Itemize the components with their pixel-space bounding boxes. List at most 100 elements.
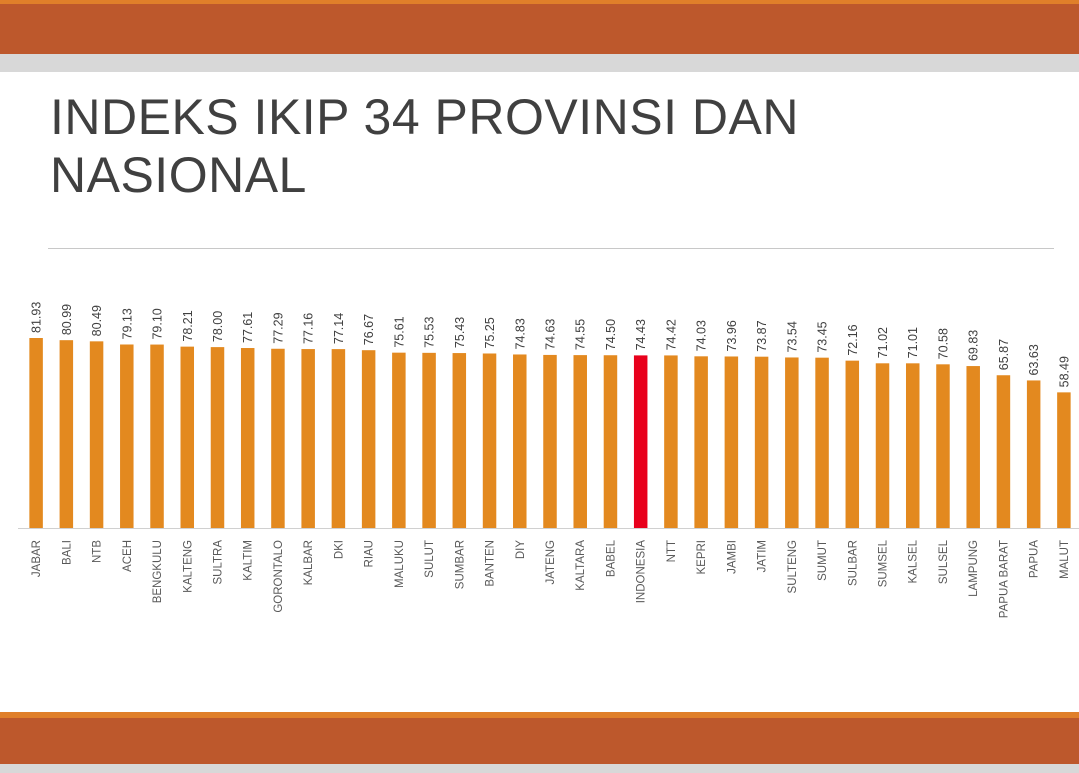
top-band (0, 0, 1079, 54)
category-label: DIY (515, 540, 527, 560)
category-label: KEPRI (696, 540, 708, 575)
data-label: 74.55 (574, 319, 588, 350)
category-label: JABAR (31, 540, 43, 577)
bar-maluku (392, 352, 406, 528)
bar-kaltim (240, 348, 255, 528)
category-label: PAPUA BARAT (998, 540, 1010, 618)
category-label: JATIM (757, 540, 769, 572)
category-label: SULUT (424, 540, 436, 578)
category-label: SUMUT (817, 540, 829, 581)
category-label: SULBAR (847, 540, 859, 586)
bottom-band (0, 712, 1079, 764)
data-label: 65.87 (997, 339, 1011, 370)
bar-riau (361, 350, 376, 528)
category-label: KALBAR (303, 540, 315, 585)
data-label: 77.61 (241, 312, 255, 343)
data-label: 81.93 (30, 302, 44, 333)
data-label: 58.49 (1057, 356, 1071, 387)
bar-aceh (120, 344, 134, 528)
data-label: 75.25 (483, 317, 497, 348)
data-label: 73.45 (816, 321, 830, 352)
data-label: 71.01 (906, 327, 920, 358)
category-label: MALUKU (394, 540, 406, 588)
bar-jateng (543, 354, 557, 528)
data-label: 80.99 (60, 304, 74, 335)
category-label: RIAU (364, 540, 376, 567)
category-label: KALTIM (243, 540, 255, 581)
bar-kalteng (180, 346, 195, 528)
bar-diy (513, 354, 527, 528)
category-label: NTB (92, 540, 104, 563)
bar-papua (1026, 380, 1041, 528)
data-label: 69.83 (967, 330, 981, 361)
bar-bali (59, 340, 74, 528)
category-label: ACEH (122, 540, 134, 572)
category-label: INDONESIA (636, 540, 648, 604)
category-label: GORONTALO (273, 540, 285, 613)
category-label: BANTEN (485, 540, 497, 587)
bar-sulbar (845, 360, 860, 528)
category-label: KALSEL (908, 539, 920, 583)
data-label: 76.67 (362, 314, 376, 345)
category-label: KALTENG (182, 540, 194, 593)
bar-babel (603, 355, 618, 528)
bar-papua-barat (996, 375, 1011, 528)
slide-title: INDEKS IKIP 34 PROVINSI DAN NASIONAL (50, 89, 799, 203)
data-label: 75.61 (392, 316, 406, 347)
bar-kaltara (573, 355, 587, 528)
data-label: 77.16 (302, 313, 316, 344)
category-label: SUMSEL (878, 539, 890, 587)
bar-jatim (754, 356, 769, 528)
category-label: LAMPUNG (968, 540, 980, 597)
bar-ntt (664, 355, 678, 528)
bar-dki (331, 349, 346, 528)
bar-sultra (210, 347, 225, 528)
data-label: 79.13 (120, 308, 134, 339)
category-label: PAPUA (1029, 540, 1041, 578)
bar-sulsel (936, 364, 950, 528)
category-label: DKI (333, 540, 345, 559)
data-label: 74.63 (544, 319, 558, 350)
data-label: 77.29 (271, 312, 285, 343)
data-label: 70.58 (936, 328, 950, 359)
bar-banten (482, 353, 497, 528)
bar-gorontalo (271, 348, 285, 528)
bar-kalbar (301, 349, 315, 528)
bar-jabar (29, 338, 43, 528)
bar-sulut (422, 352, 436, 528)
category-label: BENGKULU (152, 540, 164, 603)
bar-sumbar (452, 353, 467, 528)
data-label: 77.14 (332, 313, 346, 344)
data-label: 73.87 (755, 320, 769, 351)
bar-lampung (966, 366, 980, 528)
bar-malut (1057, 392, 1071, 528)
data-label: 74.83 (513, 318, 527, 349)
title-divider (48, 248, 1054, 249)
data-label: 80.49 (90, 305, 104, 336)
bottom-gray-strip (0, 764, 1079, 773)
category-label: SUMBAR (454, 540, 466, 589)
data-label: 74.03 (695, 320, 709, 351)
data-label: 75.53 (423, 317, 437, 348)
category-label: BALI (61, 540, 73, 565)
data-label: 73.96 (725, 320, 739, 351)
data-label: 74.43 (634, 319, 648, 350)
data-label: 78.21 (181, 310, 195, 341)
category-label: KALTARA (575, 540, 587, 591)
bar-sumsel (875, 363, 890, 528)
bar-jambi (724, 356, 739, 528)
bar-sulteng (785, 357, 799, 528)
category-label: SULSEL (938, 539, 950, 584)
category-label: SULTENG (787, 540, 799, 594)
category-label: MALUT (1059, 540, 1071, 579)
data-label: 72.16 (846, 324, 860, 355)
bar-chart: 81.93 JABAR 80.99 BALI 80.49 NTB 79.13 ACEH 79.1… (18, 302, 1079, 618)
top-gray-strip (0, 54, 1079, 72)
bar-sumut (815, 357, 829, 528)
category-label: NTT (666, 540, 678, 562)
data-label: 74.50 (604, 319, 618, 350)
data-label: 78.00 (211, 311, 225, 342)
data-label: 71.02 (876, 327, 890, 358)
bar-kepri (694, 356, 708, 528)
